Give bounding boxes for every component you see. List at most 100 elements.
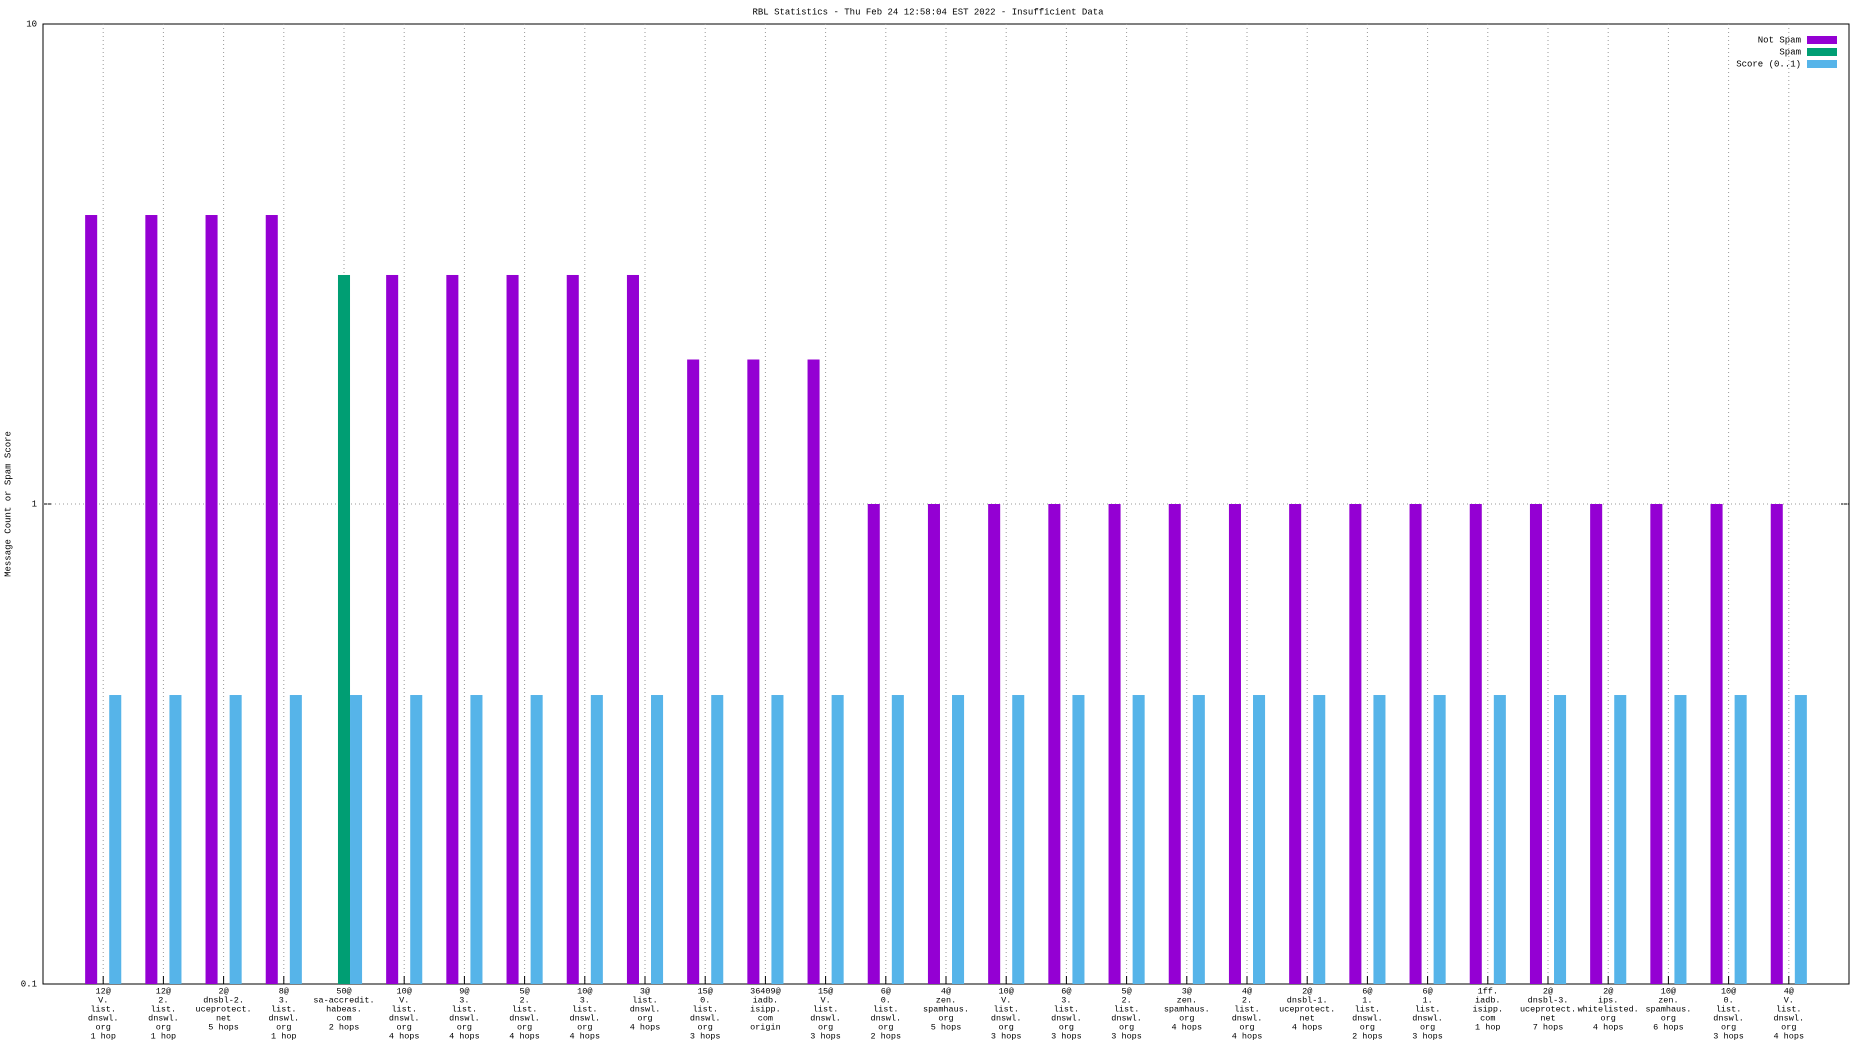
x-tick-label: org — [1420, 1022, 1435, 1032]
bar — [1614, 695, 1627, 984]
x-tick-label: list. — [572, 1004, 598, 1014]
bar — [831, 695, 844, 984]
bar — [1072, 695, 1085, 984]
x-tick-label: list. — [1415, 1004, 1441, 1014]
x-tick-label: 4 hops — [449, 1031, 480, 1041]
x-tick-label: 3 hops — [690, 1031, 721, 1041]
x-tick-label: 3. — [580, 995, 590, 1005]
x-tick-label: 36409@ — [750, 986, 781, 996]
x-tick-label: 0. — [1723, 995, 1733, 1005]
x-tick-label: 3@ — [640, 986, 650, 996]
x-tick-label: spamhaus. — [1645, 1004, 1691, 1014]
bar — [1253, 695, 1266, 984]
x-tick-label: 1 hop — [271, 1031, 297, 1041]
bar — [1590, 504, 1603, 984]
bar — [626, 274, 639, 984]
x-tick-label: 5 hops — [208, 1022, 239, 1032]
x-tick-label: dnswl. — [148, 1013, 179, 1023]
x-tick-label: 2. — [1121, 995, 1131, 1005]
bar — [1132, 695, 1145, 984]
x-tick-label: 3 hops — [1412, 1031, 1443, 1041]
bar — [590, 695, 603, 984]
bar — [410, 695, 423, 984]
legend-label: Spam — [1779, 47, 1801, 57]
x-tick-label: 12@ — [156, 986, 171, 996]
x-tick-label: org — [96, 1022, 111, 1032]
x-tick-label: org — [1781, 1022, 1796, 1032]
bar — [1674, 695, 1687, 984]
x-tick-label: 15@ — [698, 986, 713, 996]
x-tick-label: org — [397, 1022, 412, 1032]
bar — [711, 695, 724, 984]
x-tick-label: dnswl. — [1051, 1013, 1082, 1023]
y-tick-label: 10 — [26, 19, 37, 29]
x-tick-label: 9@ — [459, 986, 469, 996]
x-tick-label: org — [1661, 1013, 1676, 1023]
x-tick-label: 8@ — [279, 986, 289, 996]
bar — [1373, 695, 1386, 984]
x-tick-label: 4 hops — [1773, 1031, 1804, 1041]
x-tick-label: 3 hops — [1713, 1031, 1744, 1041]
x-tick-label: 1ff. — [1478, 986, 1498, 996]
x-tick-label: 1. — [1362, 995, 1372, 1005]
x-tick-label: 3. — [1061, 995, 1071, 1005]
x-tick-label: 6@ — [1362, 986, 1372, 996]
x-tick-label: 10@ — [1721, 986, 1736, 996]
bar — [807, 359, 820, 984]
x-tick-label: net — [1540, 1013, 1555, 1023]
x-tick-label: 6@ — [1422, 986, 1432, 996]
bar — [530, 695, 543, 984]
x-tick-label: dnswl. — [630, 1004, 661, 1014]
x-tick-label: 2@ — [218, 986, 228, 996]
x-tick-label: org — [1239, 1022, 1254, 1032]
x-tick-label: dnswl. — [1111, 1013, 1142, 1023]
bar — [205, 215, 218, 984]
x-tick-label: com — [758, 1013, 773, 1023]
x-tick-label: iadb. — [1475, 995, 1501, 1005]
x-tick-label: list. — [90, 1004, 116, 1014]
legend-label: Not Spam — [1758, 35, 1801, 45]
x-tick-label: V. — [1784, 995, 1794, 1005]
bar — [506, 274, 519, 984]
bar — [1469, 504, 1482, 984]
x-tick-label: 4 hops — [1232, 1031, 1263, 1041]
x-tick-label: 3 hops — [1051, 1031, 1082, 1041]
x-tick-label: dnswl. — [1773, 1013, 1804, 1023]
x-tick-label: list. — [1776, 1004, 1802, 1014]
x-tick-label: isipp. — [750, 1004, 781, 1014]
bar — [927, 504, 940, 984]
x-tick-label: spamhaus. — [923, 1004, 969, 1014]
x-tick-label: net — [216, 1013, 231, 1023]
x-tick-label: 4@ — [1242, 986, 1252, 996]
x-tick-label: 2@ — [1302, 986, 1312, 996]
x-tick-label: org — [1119, 1022, 1134, 1032]
bar — [1108, 504, 1121, 984]
bar — [988, 504, 1001, 984]
bar — [1554, 695, 1567, 984]
bar — [1228, 504, 1241, 984]
chart-title: RBL Statistics - Thu Feb 24 12:58:04 EST… — [752, 7, 1104, 17]
x-tick-label: org — [577, 1022, 592, 1032]
x-tick-label: dnswl. — [1412, 1013, 1443, 1023]
x-tick-label: 10@ — [577, 986, 592, 996]
x-tick-label: dnswl. — [1232, 1013, 1263, 1023]
bar — [109, 695, 122, 984]
bar — [265, 215, 278, 984]
x-tick-label: 5@ — [519, 986, 529, 996]
x-tick-label: 4@ — [1784, 986, 1794, 996]
legend-swatch — [1807, 48, 1837, 56]
x-tick-label: habeas. — [326, 1004, 362, 1014]
x-tick-label: org — [156, 1022, 171, 1032]
x-tick-label: uceprotect. — [196, 1004, 252, 1014]
x-tick-label: 4 hops — [569, 1031, 600, 1041]
bar — [867, 504, 880, 984]
x-tick-label: 2@ — [1603, 986, 1613, 996]
bar — [1349, 504, 1362, 984]
bar — [1409, 504, 1422, 984]
x-tick-label: org — [517, 1022, 532, 1032]
bar — [1734, 695, 1747, 984]
x-tick-label: 6@ — [881, 986, 891, 996]
x-tick-label: 4@ — [941, 986, 951, 996]
x-tick-label: org — [938, 1013, 953, 1023]
